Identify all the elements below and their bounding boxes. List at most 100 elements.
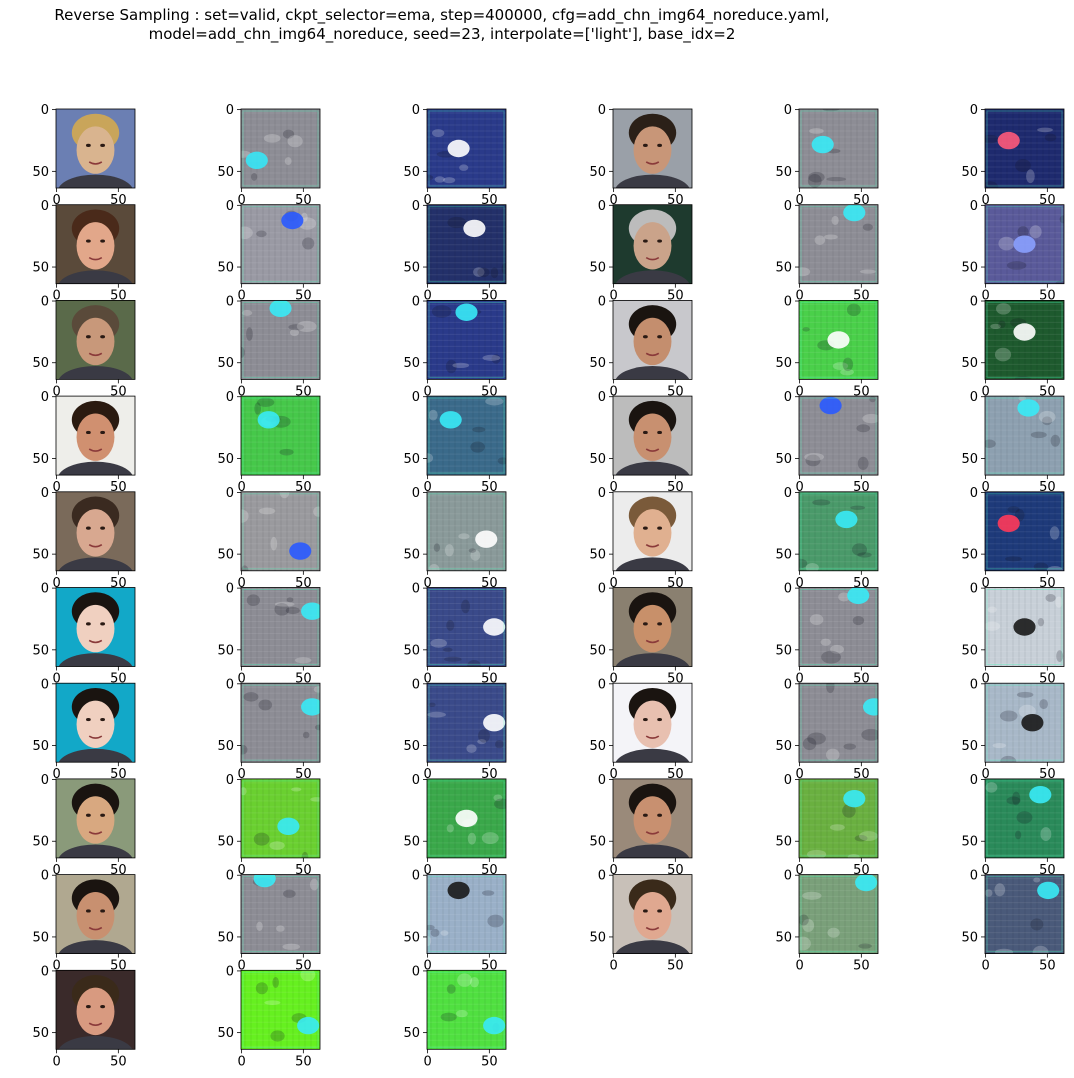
x-tick-label: 0: [423, 384, 431, 399]
texture-splotch: [470, 441, 485, 453]
y-tick-label: 50: [775, 643, 792, 658]
y-tick-label: 0: [41, 869, 49, 884]
shoulders-shape: [58, 1035, 133, 1050]
highlight-blob: [843, 204, 866, 222]
y-tick-label: 50: [961, 930, 978, 945]
texture-splotch: [840, 368, 854, 376]
y-tick-label: 50: [589, 930, 606, 945]
panel-frame: [426, 587, 507, 667]
highlight-blob: [827, 331, 850, 349]
texture-splotch: [1033, 877, 1041, 883]
texture-splotch: [985, 439, 996, 449]
texture-splotch: [1016, 691, 1034, 698]
x-tick-label: 0: [609, 480, 617, 495]
eye-shape: [657, 143, 663, 147]
texture-splotch: [858, 831, 878, 841]
texture-splotch: [994, 948, 1014, 954]
x-tick-label: 50: [295, 193, 312, 208]
texture-splotch: [300, 970, 316, 982]
texture-splotch: [428, 702, 436, 708]
texture-splotch: [804, 452, 825, 461]
edge-artifact: [242, 589, 319, 665]
x-tick-label: 0: [609, 672, 617, 687]
y-tick-label: 50: [589, 739, 606, 754]
y-tick-label: 0: [41, 295, 49, 310]
x-tick-label: 50: [110, 767, 127, 782]
x-tick-label: 0: [52, 193, 60, 208]
texture-splotch: [314, 724, 320, 731]
eye-shape: [657, 909, 663, 913]
x-tick-label: 50: [481, 576, 498, 591]
panel-frame: [426, 108, 507, 189]
texture-splotch: [808, 171, 825, 183]
x-tick-label: 0: [795, 193, 803, 208]
shoulders-shape: [58, 653, 133, 667]
texture-splotch: [992, 742, 1007, 749]
y-tick-label: 50: [32, 548, 49, 563]
face-shape: [76, 317, 115, 366]
edge-artifact: [986, 493, 1063, 570]
y-tick-label: 0: [226, 199, 234, 214]
texture-splotch: [858, 943, 872, 949]
texture-splotch: [427, 711, 446, 718]
texture-splotch: [1049, 526, 1060, 540]
x-tick-label: 50: [481, 289, 498, 304]
texture-splotch: [985, 181, 999, 188]
x-tick-label: 50: [110, 959, 127, 974]
eye-shape: [100, 335, 106, 339]
panel-background: [799, 204, 878, 284]
texture-splotch: [1050, 434, 1061, 447]
texture-splotch: [470, 549, 481, 561]
x-tick-label: 0: [237, 767, 245, 782]
texture-splotch: [477, 739, 487, 745]
highlight-blob: [847, 587, 870, 605]
highlight-blob: [835, 510, 858, 529]
texture-splotch: [478, 729, 490, 743]
eye-shape: [642, 526, 648, 530]
y-tick-label: 50: [32, 930, 49, 945]
texture-splotch: [468, 548, 477, 553]
x-tick-label: 50: [853, 576, 870, 591]
panel-frame: [240, 874, 321, 954]
y-tick-label: 50: [217, 835, 234, 850]
x-tick-label: 0: [981, 959, 989, 974]
y-tick-label: 0: [41, 390, 49, 405]
x-tick-label: 0: [52, 767, 60, 782]
panel-frame: [426, 778, 507, 859]
panel-background: [427, 970, 506, 1050]
y-tick-label: 0: [226, 964, 234, 979]
x-tick-label: 50: [1039, 480, 1056, 495]
texture-splotch: [999, 710, 1018, 722]
y-tick-label: 0: [226, 869, 234, 884]
y-tick-label: 50: [961, 356, 978, 371]
panel-frame: [798, 491, 879, 572]
panel-frame: [240, 682, 321, 763]
texture-splotch: [482, 354, 501, 361]
y-tick-label: 0: [784, 390, 792, 405]
x-tick-label: 50: [853, 193, 870, 208]
texture-splotch: [832, 362, 849, 371]
texture-splotch: [1026, 169, 1035, 184]
edge-artifact: [800, 397, 877, 474]
highlight-blob: [1017, 399, 1040, 417]
eye-shape: [642, 909, 648, 913]
y-tick-label: 50: [961, 452, 978, 467]
x-tick-label: 0: [237, 480, 245, 495]
highlight-blob: [301, 602, 320, 620]
texture-splotch: [1015, 830, 1022, 840]
panel-frame: [426, 299, 507, 380]
eye-shape: [100, 1005, 106, 1009]
texture-splotch: [799, 914, 809, 926]
highlight-blob: [455, 303, 478, 321]
y-tick-label: 50: [589, 356, 606, 371]
texture-splotch: [274, 601, 295, 607]
texture-splotch: [256, 921, 263, 932]
texture-splotch: [254, 402, 262, 415]
